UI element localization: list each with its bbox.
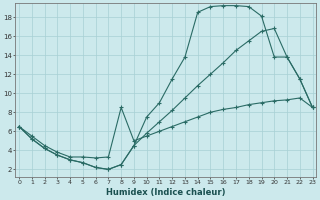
X-axis label: Humidex (Indice chaleur): Humidex (Indice chaleur) <box>106 188 226 197</box>
